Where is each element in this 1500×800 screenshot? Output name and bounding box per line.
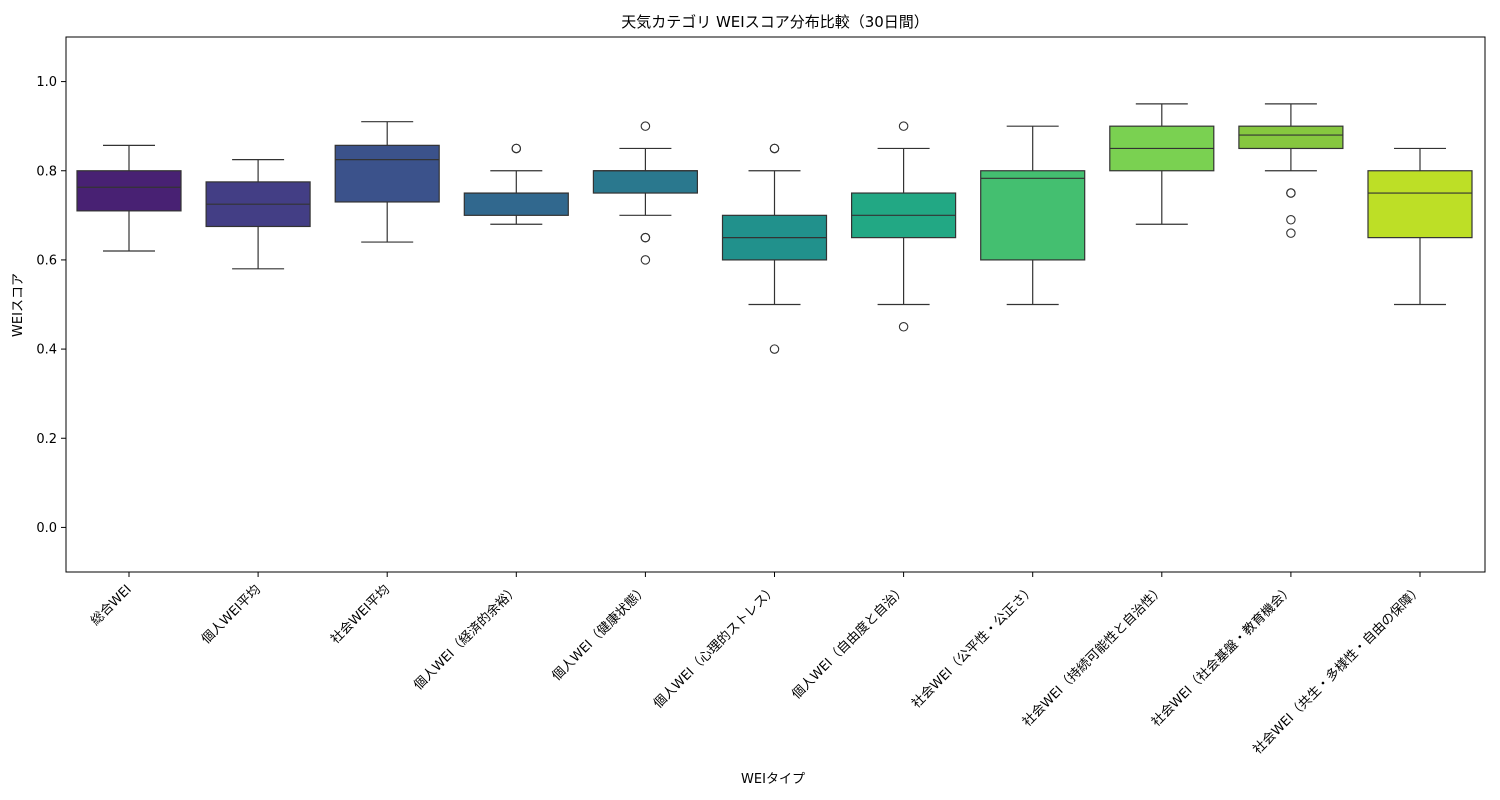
outlier-point (898, 121, 909, 131)
outlier-point (511, 143, 522, 154)
y-axis-title: WEIスコア (11, 273, 26, 337)
chart-title: 天気カテゴリ WEIスコア分布比較（30日間） (621, 13, 929, 31)
box-group (980, 125, 1086, 306)
box-iqr (463, 192, 569, 216)
outlier-point (898, 322, 909, 332)
box-group (1238, 103, 1344, 238)
box-iqr (76, 170, 182, 212)
box-group (334, 121, 440, 243)
box-group (1109, 103, 1215, 225)
box-iqr (592, 170, 699, 194)
box-group (463, 143, 569, 225)
outlier-point (640, 121, 651, 131)
box-group (76, 144, 182, 252)
y-tick-label: 0.2 (36, 432, 57, 447)
box-group (1367, 147, 1473, 306)
box-group (205, 159, 311, 270)
box-iqr (334, 144, 440, 203)
box-iqr (1238, 125, 1344, 150)
outlier-point (769, 143, 780, 154)
x-axis-title: WEIタイプ (741, 772, 805, 787)
outlier-point (769, 344, 780, 354)
y-tick-label: 0.4 (36, 343, 57, 358)
box-group (721, 143, 828, 354)
outlier-point (1286, 215, 1296, 225)
box-group (850, 121, 957, 332)
y-tick-label: 1.0 (36, 75, 57, 90)
outlier-point (640, 255, 651, 265)
boxes-layer (76, 103, 1473, 354)
plot-area (65, 36, 1486, 573)
outlier-point (1286, 188, 1296, 198)
y-tick-label: 0.6 (36, 253, 57, 268)
outlier-point (640, 232, 651, 243)
box-iqr (1367, 170, 1473, 239)
box-iqr (980, 170, 1086, 261)
box-group (592, 121, 699, 265)
y-tick-label: 0.8 (36, 164, 57, 179)
plot-frame (65, 36, 1486, 573)
y-axis: 0.0 0.2 0.4 0.6 0.8 1.0 (36, 75, 66, 536)
outlier-point (1286, 228, 1296, 238)
y-tick-label: 0.0 (36, 521, 57, 536)
